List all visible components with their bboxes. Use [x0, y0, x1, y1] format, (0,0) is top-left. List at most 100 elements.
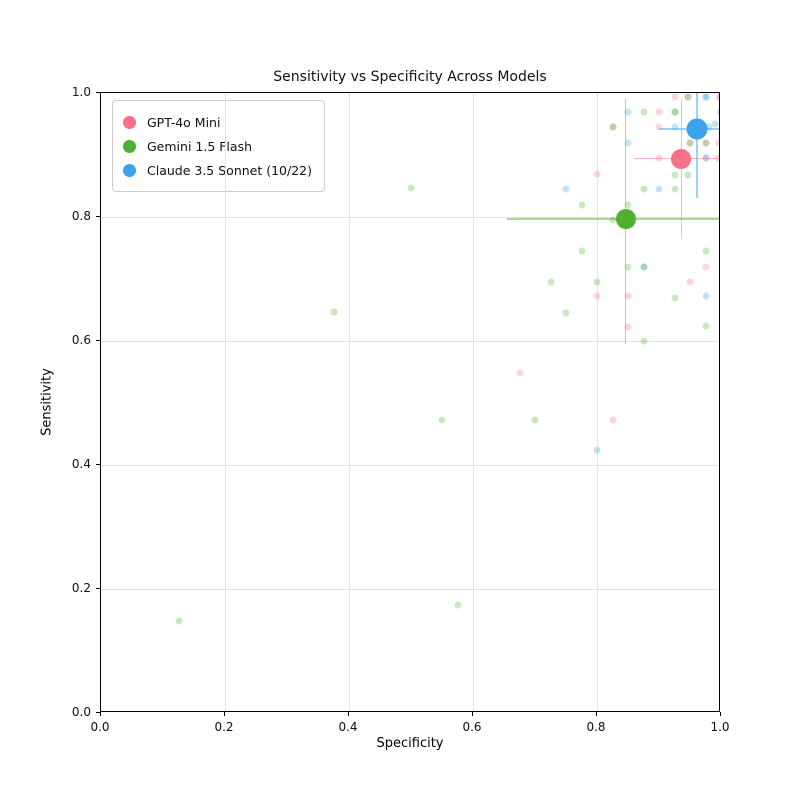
gemini-1-5-flash-point — [609, 123, 616, 131]
legend: GPT-4o Mini Gemini 1.5 Flash Claude 3.5 … — [112, 100, 326, 192]
claude-3-5-sonnet-point — [717, 108, 719, 116]
y-tick-mark — [96, 463, 100, 465]
gemini-1-5-flash-mean-marker — [615, 208, 636, 229]
gemini-1-5-flash-point — [624, 263, 632, 271]
claude-3-5-sonnet-point — [593, 446, 601, 453]
gpt-4o-mini-mean-marker — [671, 148, 692, 169]
gemini-1-5-flash-point — [454, 601, 461, 608]
gemini-1-5-flash-point — [640, 263, 647, 271]
claude-3-5-sonnet-point — [705, 123, 713, 131]
gemini-1-5-flash-point — [531, 416, 539, 424]
gpt-4o-mini-point — [715, 93, 719, 101]
y-tick-label: 0.4 — [71, 457, 91, 471]
x-tick-label: 0.0 — [90, 720, 110, 734]
y-tick-label: 0.0 — [71, 705, 91, 719]
y-tick-label: 0.2 — [71, 581, 91, 595]
gpt-4o-mini-point — [715, 139, 719, 147]
gpt-4o-mini-point — [702, 139, 709, 147]
gemini-1-5-flash-point — [578, 247, 585, 255]
gemini-1-5-flash-point — [640, 108, 647, 116]
y-tick-label: 1.0 — [71, 85, 91, 99]
gemini-1-5-flash-point — [562, 309, 570, 317]
claude-3-5-sonnet-marker-icon — [123, 163, 136, 177]
claude-3-5-sonnet-point — [624, 108, 632, 116]
x-tick-mark — [99, 712, 101, 716]
gpt-4o-mini-point — [609, 416, 616, 424]
gpt-4o-mini-point — [702, 154, 709, 162]
gemini-1-5-flash-point — [175, 617, 182, 625]
gpt-4o-mini-marker-icon — [123, 115, 136, 129]
claude-3-5-sonnet-point — [640, 263, 647, 271]
x-tick-label: 0.4 — [338, 720, 358, 734]
gemini-1-5-flash-point — [578, 201, 585, 209]
x-tick-mark — [347, 712, 349, 716]
claude-3-5-sonnet-point — [671, 123, 678, 131]
y-tick-mark — [96, 711, 100, 713]
gridline-x — [349, 93, 350, 711]
gemini-1-5-flash-point — [671, 294, 678, 302]
gpt-4o-mini-point — [702, 263, 709, 271]
gpt-4o-mini-point — [624, 323, 632, 331]
gemini-1-5-flash-point — [702, 322, 709, 329]
gemini-1-5-flash-point — [609, 216, 616, 224]
gpt-4o-mini-point — [684, 93, 692, 101]
gpt-4o-mini-point — [516, 369, 523, 377]
claude-3-5-sonnet-point — [702, 93, 709, 101]
legend-label: Gemini 1.5 Flash — [147, 138, 253, 154]
gemini-1-5-flash-point — [702, 139, 709, 147]
gridline-y — [101, 465, 719, 466]
gpt-4o-mini-point — [609, 123, 616, 131]
legend-label: GPT-4o Mini — [147, 114, 221, 130]
x-tick-mark — [223, 712, 225, 716]
y-tick-mark — [96, 339, 100, 341]
y-axis-label: Sensitivity — [39, 368, 55, 436]
gpt-4o-mini-point — [624, 292, 632, 300]
gpt-4o-mini-point — [717, 108, 719, 116]
gpt-4o-mini-yerr-bar — [680, 99, 683, 239]
gpt-4o-mini-point — [655, 123, 663, 131]
gridline-x — [473, 93, 474, 711]
plot-area: GPT-4o Mini Gemini 1.5 Flash Claude 3.5 … — [100, 92, 720, 712]
claude-3-5-sonnet-point — [717, 93, 719, 101]
claude-3-5-sonnet-yerr-bar — [696, 93, 698, 199]
gemini-1-5-flash-point — [640, 337, 647, 345]
legend-item-claude-3-5-sonnet: Claude 3.5 Sonnet (10/22) — [123, 158, 312, 182]
y-tick-mark — [96, 215, 100, 217]
gemini-1-5-flash-point — [684, 93, 692, 101]
gpt-4o-mini-point — [593, 170, 601, 178]
gpt-4o-mini-point — [686, 278, 694, 286]
legend-item-gemini-1-5-flash: Gemini 1.5 Flash — [123, 134, 312, 158]
gridline-x — [597, 93, 598, 711]
chart-title: Sensitivity vs Specificity Across Models — [273, 69, 547, 85]
gpt-4o-mini-point — [686, 139, 694, 147]
x-tick-mark — [471, 712, 473, 716]
gemini-1-5-flash-marker-icon — [123, 139, 136, 153]
claude-3-5-sonnet-point — [702, 93, 709, 101]
legend-label: Claude 3.5 Sonnet (10/22) — [147, 162, 313, 178]
x-tick-mark — [595, 712, 597, 716]
claude-3-5-sonnet-point — [624, 139, 632, 147]
gemini-1-5-flash-point — [684, 171, 692, 179]
y-tick-mark — [96, 91, 100, 93]
gpt-4o-mini-point — [655, 108, 663, 116]
claude-3-5-sonnet-point — [655, 185, 663, 193]
gemini-1-5-flash-point — [671, 171, 678, 179]
claude-3-5-sonnet-point — [702, 292, 709, 300]
gemini-1-5-flash-point — [686, 139, 694, 147]
gemini-1-5-flash-point — [671, 185, 678, 193]
gpt-4o-mini-point — [593, 292, 601, 300]
gemini-1-5-flash-point — [702, 247, 709, 255]
gemini-1-5-flash-point — [624, 201, 632, 209]
y-tick-mark — [96, 587, 100, 589]
claude-3-5-sonnet-mean-marker — [686, 118, 708, 140]
claude-3-5-sonnet-point — [711, 120, 719, 128]
x-tick-label: 1.0 — [710, 720, 730, 734]
gemini-1-5-flash-point — [547, 278, 554, 286]
gridline-x — [225, 93, 226, 711]
gemini-1-5-flash-point — [330, 308, 337, 316]
x-tick-label: 0.2 — [214, 720, 234, 734]
x-tick-label: 0.6 — [462, 720, 482, 734]
y-tick-label: 0.8 — [71, 209, 91, 223]
gemini-1-5-flash-xerr-bar — [507, 218, 719, 220]
